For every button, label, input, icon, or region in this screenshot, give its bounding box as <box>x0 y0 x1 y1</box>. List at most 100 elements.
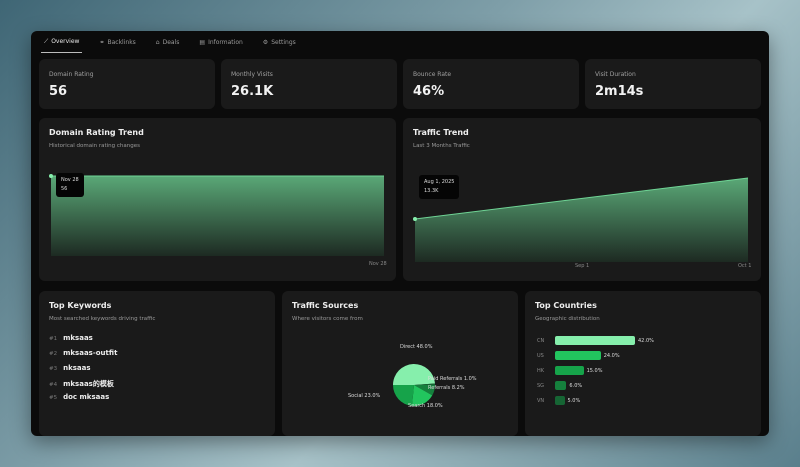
domain-area-chart <box>49 174 384 256</box>
country-bar[interactable] <box>555 366 584 375</box>
card-subtitle: Last 3 Months Traffic <box>413 143 470 149</box>
traffic-tooltip: Aug 1, 2025 13.3K <box>419 175 460 199</box>
card-title: Top Keywords <box>49 301 112 310</box>
country-label: SG <box>537 382 545 389</box>
tab-label: Information <box>208 38 243 46</box>
dashboard-window: ⟋ Overview ⚭ Backlinks ⌂ Deals ▤ Information… <box>31 31 769 436</box>
card-title: Domain Rating Trend <box>49 128 144 137</box>
pie-label: Search 18.0% <box>408 403 443 409</box>
keyword-rank: #2 <box>49 351 58 357</box>
stat-bounce-rate: Bounce Rate 46% <box>403 59 579 109</box>
keyword-text: mksaas <box>63 334 93 342</box>
tab-label: Settings <box>271 38 296 46</box>
tab-backlinks[interactable]: ⚭ Backlinks <box>96 31 138 53</box>
card-subtitle: Historical domain rating changes <box>49 143 141 149</box>
x-tick-label: Sep 1 <box>575 263 590 269</box>
stat-label: Monthly Visits <box>231 71 273 78</box>
pie-slice-paid-referrals[interactable] <box>414 383 435 385</box>
keyword-item: #3 nksaas <box>49 364 91 372</box>
tooltip-value: 56 <box>61 186 68 192</box>
pie-label: Paid Referrals 1.0% <box>428 376 477 382</box>
keyword-text: nksaas <box>63 364 91 372</box>
country-row: CN 42.0% <box>537 336 654 345</box>
domain-point[interactable] <box>49 174 53 178</box>
keyword-item: #4 mksaas的模板 <box>49 379 114 389</box>
country-row: VN 5.0% <box>537 396 580 405</box>
country-bar[interactable] <box>555 336 635 345</box>
pie-label: Social 23.0% <box>348 393 381 399</box>
keyword-rank: #5 <box>49 395 58 401</box>
country-value: 6.0% <box>569 382 583 389</box>
keyword-item: #2 mksaas-outfit <box>49 349 117 357</box>
tab-overview[interactable]: ⟋ Overview <box>41 31 83 53</box>
keyword-text: mksaas-outfit <box>63 349 118 357</box>
domain-rating-trend-card: Domain Rating Trend Historical domain ra… <box>39 118 396 281</box>
stat-value: 2m14s <box>595 84 644 99</box>
document-icon: ▤ <box>199 38 206 46</box>
country-label: HK <box>537 367 545 374</box>
pie-label: Referrals 8.2% <box>428 385 465 391</box>
country-row: SG 6.0% <box>537 381 582 390</box>
tab-deals[interactable]: ⌂ Deals <box>153 31 183 53</box>
country-bar[interactable] <box>555 381 567 390</box>
card-title: Traffic Trend <box>413 128 469 137</box>
card-subtitle: Most searched keywords driving traffic <box>49 316 156 322</box>
top-countries-card: Top Countries Geographic distribution CN… <box>525 291 761 436</box>
pie-slice-search[interactable] <box>411 385 433 406</box>
domain-area <box>51 176 384 256</box>
keyword-rank: #1 <box>49 336 58 342</box>
tab-bar: ⟋ Overview ⚭ Backlinks ⌂ Deals ▤ Information… <box>31 31 769 53</box>
chart-icon: ⟋ <box>44 37 49 45</box>
country-row: US 24.0% <box>537 351 620 360</box>
x-tick-label: Nov 28 <box>369 261 387 267</box>
country-value: 42.0% <box>638 337 654 344</box>
stat-value: 26.1K <box>231 84 274 99</box>
stat-monthly-visits: Monthly Visits 26.1K <box>221 59 397 109</box>
keyword-rank: #3 <box>49 366 58 372</box>
country-label: US <box>537 352 544 359</box>
stat-label: Bounce Rate <box>413 71 452 78</box>
pie-slice-social[interactable] <box>393 385 414 406</box>
traffic-pie-chart <box>393 363 435 406</box>
keyword-text: doc mksaas <box>63 393 110 401</box>
card-title: Top Countries <box>535 301 597 310</box>
gear-icon: ⚙ <box>262 38 269 46</box>
country-value: 5.0% <box>567 397 581 404</box>
traffic-trend-card: Traffic Trend Last 3 Months Traffic Aug … <box>403 118 761 281</box>
keyword-text: mksaas的模板 <box>63 380 114 388</box>
tab-label: Backlinks <box>107 38 136 46</box>
traffic-area <box>415 178 748 262</box>
country-value: 24.0% <box>603 352 620 359</box>
stat-domain-rating: Domain Rating 56 <box>39 59 215 109</box>
country-bar[interactable] <box>555 351 601 360</box>
tab-label: Deals <box>162 38 180 46</box>
country-bar[interactable] <box>555 396 565 405</box>
keyword-item: #5 doc mksaas <box>49 393 109 401</box>
pie-slice-referrals[interactable] <box>414 384 435 396</box>
card-subtitle: Where visitors come from <box>292 316 363 322</box>
stat-label: Domain Rating <box>49 71 94 78</box>
country-label: VN <box>537 397 545 404</box>
link-icon: ⚭ <box>99 38 105 46</box>
card-subtitle: Geographic distribution <box>535 316 600 322</box>
tooltip-date: Aug 1, 2025 <box>424 179 455 185</box>
tooltip-date: Nov 28 <box>61 177 79 183</box>
top-keywords-card: Top Keywords Most searched keywords driv… <box>39 291 275 436</box>
country-row: HK 15.0% <box>537 366 602 375</box>
keyword-item: #1 mksaas <box>49 334 93 342</box>
country-label: CN <box>537 337 545 344</box>
traffic-point[interactable] <box>413 217 417 221</box>
x-tick-label: Oct 1 <box>738 263 752 269</box>
domain-tooltip: Nov 28 56 <box>56 173 84 197</box>
country-value: 15.0% <box>586 367 603 374</box>
stat-label: Visit Duration <box>595 71 636 78</box>
stat-visit-duration: Visit Duration 2m14s <box>585 59 761 109</box>
tooltip-value: 13.3K <box>424 188 439 194</box>
pie-label: Direct 48.0% <box>400 344 433 350</box>
keyword-rank: #4 <box>49 382 58 388</box>
tag-icon: ⌂ <box>155 38 160 46</box>
traffic-sources-card: Traffic Sources Where visitors come from… <box>282 291 518 436</box>
pie-slice-direct[interactable] <box>393 363 435 385</box>
tab-information[interactable]: ▤ Information <box>196 31 245 53</box>
tab-settings[interactable]: ⚙ Settings <box>260 31 299 53</box>
